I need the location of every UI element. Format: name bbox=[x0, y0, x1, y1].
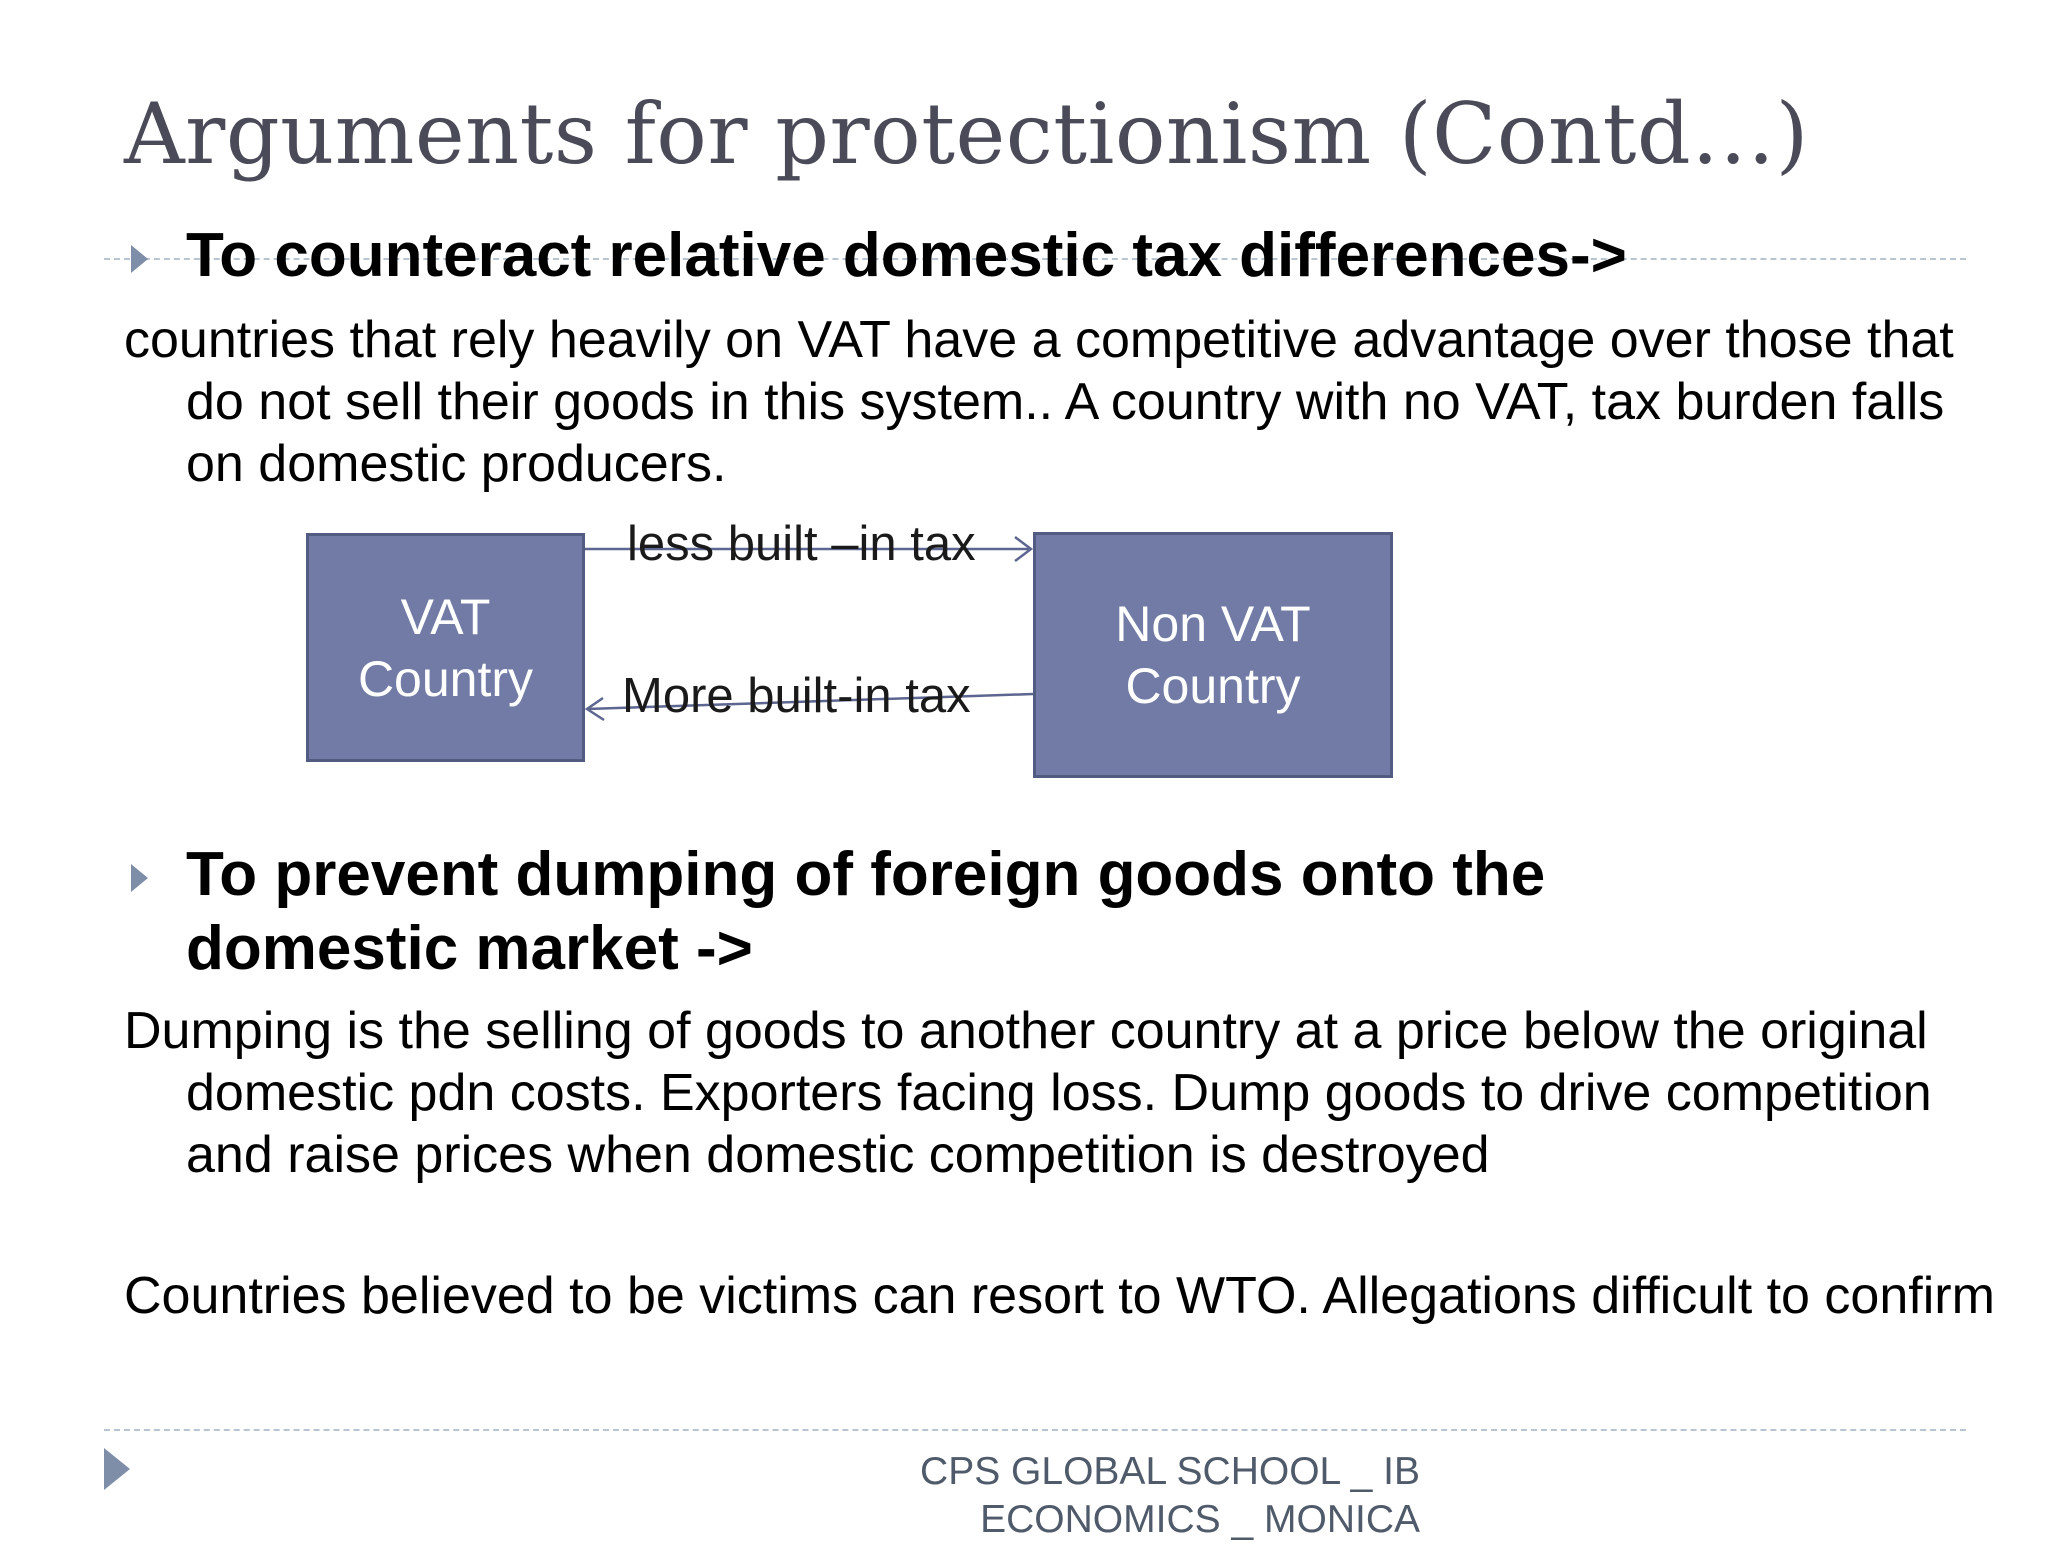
section2-heading-line1: To prevent dumping of foreign goods onto… bbox=[186, 840, 1546, 909]
top-arrow-head-icon bbox=[1014, 536, 1034, 562]
non-vat-box-label-line1: Non VAT bbox=[1115, 596, 1311, 652]
section1-paragraph: countries that rely heavily on VAT have … bbox=[124, 311, 1954, 493]
vat-box-label-line2: Country bbox=[357, 650, 534, 707]
slide-title: Arguments for protectionism (Contd…) bbox=[124, 85, 1809, 183]
section2-heading-line2: domestic market -> bbox=[186, 914, 753, 983]
footer-line1: CPS GLOBAL SCHOOL _ IB bbox=[920, 1450, 1420, 1493]
section2-paragraph-wto: Countries believed to be victims can res… bbox=[124, 1267, 1995, 1325]
top-arrow-label: less built –in tax bbox=[627, 517, 976, 571]
bottom-arrow-label: More built-in tax bbox=[622, 669, 971, 723]
non-vat-country-box: Non VAT Country bbox=[1033, 532, 1393, 778]
bottom-divider bbox=[104, 1429, 1966, 1431]
vat-country-box: VAT Country bbox=[306, 533, 585, 762]
footer-line2: ECONOMICS _ MONICA bbox=[980, 1498, 1420, 1541]
top-divider bbox=[104, 258, 1966, 260]
footer-text: CPS GLOBAL SCHOOL _ IB ECONOMICS _ MONIC… bbox=[920, 1448, 1420, 1544]
non-vat-box-label-line2: Country bbox=[1125, 658, 1301, 714]
bullet-arrow-icon bbox=[131, 245, 148, 273]
vat-box-label-line1: VAT bbox=[400, 588, 491, 645]
footer-arrow-icon bbox=[104, 1448, 130, 1490]
bottom-arrow-head-icon bbox=[584, 696, 605, 722]
bullet-arrow-icon bbox=[131, 864, 148, 892]
section1-heading: To counteract relative domestic tax diff… bbox=[186, 221, 1627, 290]
section2-paragraph-dumping: Dumping is the selling of goods to anoth… bbox=[124, 1002, 1932, 1184]
